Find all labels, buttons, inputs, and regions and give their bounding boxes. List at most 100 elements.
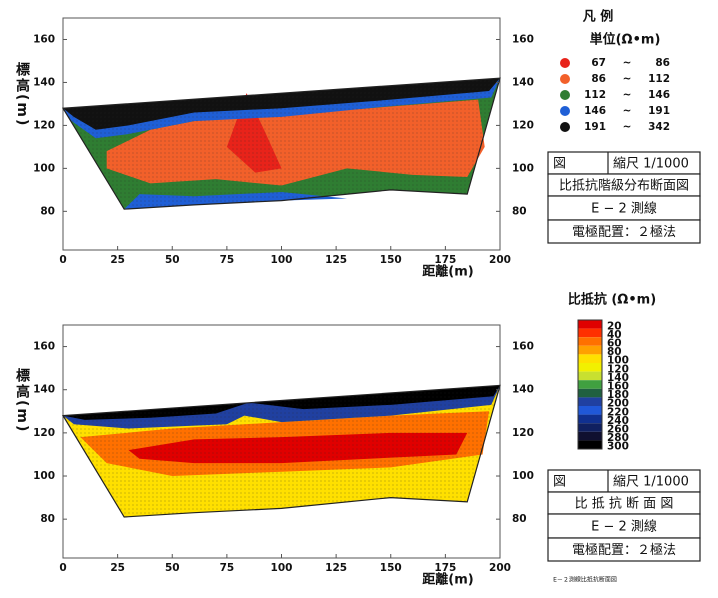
legend-swatch: [560, 106, 570, 116]
info-scale: 縮尺 1/1000: [613, 474, 689, 490]
section-outline: [61, 384, 501, 518]
x-tick-label: 100: [271, 562, 293, 574]
section-outline: [61, 77, 501, 210]
colorbar-segment: [578, 440, 602, 449]
legend-max: 86: [655, 57, 670, 69]
y-axis-label: 標高(m): [14, 61, 30, 127]
y-tick-label: 100: [33, 162, 55, 174]
y-axis-label: 標高(m): [14, 367, 30, 433]
x-tick-label: 125: [325, 254, 347, 266]
colorbar-segment: [578, 380, 602, 389]
legend-max: 342: [648, 121, 670, 133]
y2-tick-label: 80: [512, 205, 527, 217]
info-electrode: 電極配置：２極法: [572, 224, 676, 240]
info-electrode: 電極配置：２極法: [572, 542, 676, 558]
colorbar-segment: [578, 337, 602, 346]
y-tick-label: 140: [33, 76, 55, 88]
legend-title: 凡 例: [583, 9, 614, 25]
info-title: 比抵抗階級分布断面図: [559, 179, 689, 194]
legend-separator: ~: [623, 89, 632, 101]
y2-tick-label: 120: [512, 427, 534, 439]
colorbar-label: 220: [607, 406, 629, 418]
legend-min: 191: [584, 121, 606, 133]
colorbar-segment: [578, 354, 602, 363]
x-tick-label: 200: [489, 254, 511, 266]
x-tick-label: 75: [220, 562, 235, 574]
x-axis-label: 距離(m): [422, 572, 473, 588]
colorbar-label: 100: [607, 355, 629, 367]
colorbar-segment: [578, 345, 602, 355]
legend-max: 191: [648, 105, 670, 117]
colorbar-title: 比抵抗 (Ω•m): [568, 292, 656, 308]
info-scale: 縮尺 1/1000: [613, 156, 689, 172]
x-tick-label: 50: [165, 562, 180, 574]
y-tick-label: 140: [33, 384, 55, 396]
x-tick-label: 75: [220, 254, 235, 266]
legend-separator: ~: [623, 57, 632, 69]
legend-separator: ~: [623, 121, 632, 133]
colorbar-label: 180: [607, 389, 629, 401]
x-tick-label: 0: [59, 562, 66, 574]
x-tick-label: 25: [110, 562, 125, 574]
x-tick-label: 175: [434, 254, 456, 266]
colorbar-label: 80: [607, 346, 622, 358]
colorbar-label: 120: [607, 363, 629, 375]
x-tick-label: 150: [380, 562, 402, 574]
x-tick-label: 100: [271, 254, 293, 266]
y2-tick-label: 160: [512, 33, 534, 45]
colorbar-segment: [578, 414, 602, 424]
x-tick-label: 150: [380, 254, 402, 266]
colorbar-label: 200: [607, 398, 629, 410]
y2-tick-label: 120: [512, 119, 534, 131]
legend-swatch: [560, 122, 570, 132]
y-tick-label: 160: [33, 33, 55, 45]
colorbar-frame: [577, 319, 603, 450]
y-tick-label: 120: [33, 119, 55, 131]
colorbar-label: 240: [607, 415, 629, 427]
caption: E－２測線比抵抗断面図: [553, 576, 617, 584]
x-tick-label: 125: [325, 562, 347, 574]
x-tick-label: 50: [165, 254, 180, 266]
colorbar-label: 300: [607, 441, 629, 453]
x-tick-label: 200: [489, 562, 511, 574]
colorbar-label: 280: [607, 432, 629, 444]
colorbar-label: 160: [607, 381, 629, 393]
colorbar-label: 140: [607, 372, 629, 384]
colorbar-label: 260: [607, 424, 629, 436]
colorbar-label: 40: [607, 329, 622, 341]
y-tick-label: 120: [33, 427, 55, 439]
y-tick-label: 160: [33, 341, 55, 353]
colorbar-segment: [578, 320, 602, 329]
colorbar-segment: [578, 363, 602, 372]
legend-swatch: [560, 90, 570, 100]
x-axis-label: 距離(m): [422, 264, 473, 280]
legend-min: 146: [584, 105, 606, 117]
legend-max: 146: [648, 89, 670, 101]
legend-min: 112: [584, 89, 606, 101]
info-box-row: [547, 219, 701, 244]
legend-separator: ~: [623, 73, 632, 85]
y2-tick-label: 160: [512, 341, 534, 353]
legend-unit: 単位(Ω•m): [590, 32, 661, 48]
y2-tick-label: 100: [512, 162, 534, 174]
y-tick-label: 100: [33, 470, 55, 482]
info-line: E − 2 測線: [591, 201, 657, 217]
colorbar-label: 60: [607, 338, 622, 350]
y2-tick-label: 140: [512, 76, 534, 88]
y-tick-label: 80: [40, 205, 55, 217]
colorbar-segment: [578, 371, 602, 381]
info-box-row: [547, 537, 701, 562]
info-figure: 図: [553, 157, 566, 172]
legend-min: 86: [591, 73, 606, 85]
y-tick-label: 80: [40, 513, 55, 525]
y2-tick-label: 140: [512, 384, 534, 396]
info-title: 比 抵 抗 断 面 図: [575, 497, 674, 512]
colorbar-segment: [578, 388, 602, 398]
legend-swatch: [560, 74, 570, 84]
info-line: E − 2 測線: [591, 519, 657, 535]
legend-separator: ~: [623, 105, 632, 117]
legend-swatch: [560, 58, 570, 68]
y2-tick-label: 100: [512, 470, 534, 482]
x-tick-label: 25: [110, 254, 125, 266]
